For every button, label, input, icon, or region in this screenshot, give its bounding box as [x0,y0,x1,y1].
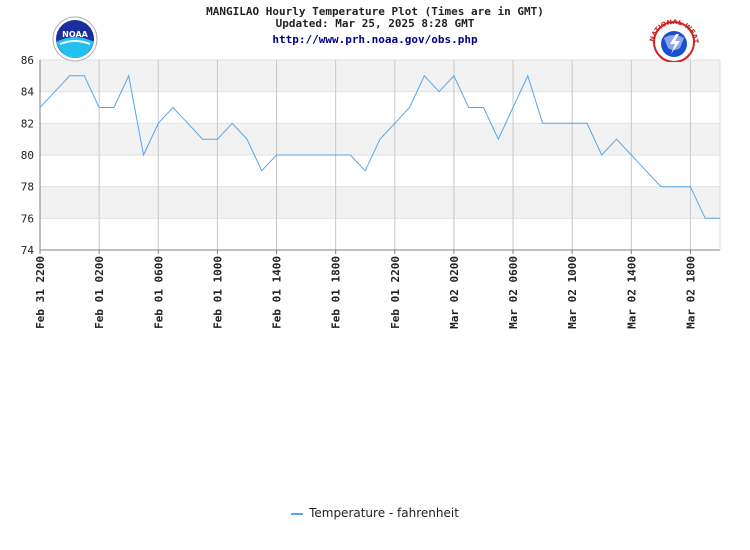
nws-logo-icon: NATIONAL WEATHER SERVICE [646,14,700,62]
y-tick-label: 78 [21,181,34,194]
x-tick-label: Mar 02 0600 [507,256,520,329]
updated-timestamp: Updated: Mar 25, 2025 8:28 GMT [275,17,475,30]
plot-band [40,186,720,219]
chart-header: MANGILAO Hourly Temperature Plot (Times … [0,6,750,46]
noaa-logo-text: NOAA [62,30,88,39]
source-link[interactable]: http://www.prh.noaa.gov/obs.php [272,33,478,46]
chart-title: MANGILAO Hourly Temperature Plot (Times … [206,5,544,18]
x-tick-label: Feb 01 1400 [271,256,284,329]
x-tick-label: Feb 01 2200 [389,256,402,329]
x-tick-label: Mar 02 1800 [684,256,697,329]
chart-legend: Temperature - fahrenheit [0,506,750,520]
y-tick-label: 80 [21,149,34,162]
x-tick-label: Mar 02 1000 [566,256,579,329]
x-tick-label: Feb 01 0200 [93,256,106,329]
noaa-logo-icon: NOAA [52,16,98,62]
legend-label: Temperature - fahrenheit [309,506,459,520]
x-tick-label: Feb 01 1800 [330,256,343,329]
x-tick-label: Feb 31 2200 [34,256,47,329]
x-tick-label: Mar 02 0200 [448,256,461,329]
plot-band [40,60,720,92]
y-tick-label: 86 [21,54,34,67]
y-tick-label: 82 [21,117,34,130]
source-url[interactable]: http://www.prh.noaa.gov/obs.php [0,34,750,46]
series-line-temperature [39,74,720,219]
x-tick-label: Mar 02 1400 [625,256,638,329]
legend-swatch [291,512,304,515]
y-tick-label: 74 [21,244,35,257]
y-tick-label: 84 [21,86,35,99]
x-tick-label: Feb 01 1000 [211,256,224,329]
y-tick-label: 76 [21,212,34,225]
x-tick-label: Feb 01 0600 [152,256,165,329]
